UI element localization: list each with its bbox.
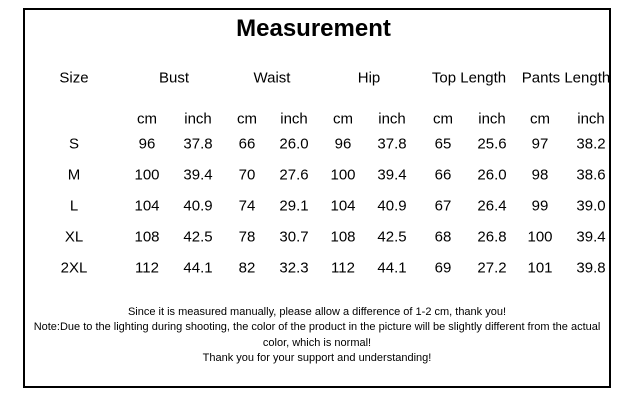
unit-header: cm — [137, 110, 157, 128]
size-label: M — [67, 166, 81, 184]
unit-header: inch — [280, 110, 308, 128]
unit-header: inch — [184, 110, 212, 128]
unit-header: cm — [237, 110, 257, 128]
table-cell: 44.1 — [377, 259, 407, 277]
table-cell: 39.4 — [183, 166, 213, 184]
table-cell: 44.1 — [183, 259, 213, 277]
table-cell: 39.8 — [576, 259, 606, 277]
table-cell: 97 — [531, 135, 549, 153]
size-label: S — [68, 135, 80, 153]
table-cell: 67 — [434, 197, 452, 215]
table-cell: 101 — [527, 259, 553, 277]
group-header: Hip — [357, 69, 381, 87]
table-cell: 112 — [135, 259, 159, 277]
group-header: Bust — [158, 69, 190, 87]
table-cell: 39.4 — [576, 228, 606, 246]
table-cell: 26.0 — [279, 135, 309, 153]
table-cell: 100 — [330, 166, 356, 184]
table-cell: 65 — [434, 135, 452, 153]
table-cell: 30.7 — [279, 228, 309, 246]
unit-header: inch — [478, 110, 506, 128]
chart-border — [23, 8, 611, 388]
note-measurement: Since it is measured manually, please al… — [127, 306, 507, 318]
notes: Since it is measured manually, please al… — [23, 305, 611, 366]
table-cell: 99 — [531, 197, 549, 215]
table-cell: 66 — [434, 166, 452, 184]
table-cell: 39.0 — [576, 197, 606, 215]
size-header: Size — [59, 69, 89, 87]
table-cell: 42.5 — [183, 228, 213, 246]
table-cell: 32.3 — [279, 259, 309, 277]
table-cell: 70 — [238, 166, 256, 184]
unit-header: cm — [433, 110, 453, 128]
table-cell: 39.4 — [377, 166, 407, 184]
table-cell: 112 — [331, 259, 355, 277]
table-cell: 37.8 — [377, 135, 407, 153]
table-cell: 40.9 — [183, 197, 213, 215]
table-cell: 26.8 — [477, 228, 507, 246]
size-label: 2XL — [60, 259, 88, 277]
table-cell: 78 — [238, 228, 256, 246]
table-cell: 104 — [134, 197, 160, 215]
size-label: L — [69, 197, 79, 215]
table-cell: 29.1 — [279, 197, 309, 215]
table-cell: 26.0 — [477, 166, 507, 184]
table-cell: 69 — [434, 259, 452, 277]
unit-header: cm — [530, 110, 550, 128]
table-cell: 82 — [238, 259, 256, 277]
table-cell: 104 — [330, 197, 356, 215]
note-thanks: Thank you for your support and understan… — [202, 351, 432, 364]
table-cell: 38.2 — [576, 135, 606, 153]
group-header: Top Length — [431, 69, 507, 87]
table-cell: 74 — [238, 197, 256, 215]
table-cell: 38.6 — [576, 166, 606, 184]
table-cell: 108 — [134, 228, 160, 246]
size-label: XL — [64, 228, 84, 246]
table-cell: 108 — [330, 228, 356, 246]
table-cell: 98 — [531, 166, 549, 184]
table-cell: 27.2 — [477, 259, 507, 277]
table-cell: 68 — [434, 228, 452, 246]
note-color: Note:Due to the lighting during shooting… — [33, 321, 601, 349]
unit-header: inch — [378, 110, 406, 128]
table-cell: 96 — [138, 135, 156, 153]
table-cell: 40.9 — [377, 197, 407, 215]
table-cell: 25.6 — [477, 135, 507, 153]
group-header: Waist — [253, 69, 291, 87]
table-cell: 96 — [334, 135, 352, 153]
page-title: Measurement — [236, 15, 391, 42]
table-cell: 100 — [134, 166, 160, 184]
table-cell: 37.8 — [183, 135, 213, 153]
table-cell: 42.5 — [377, 228, 407, 246]
unit-header: cm — [333, 110, 353, 128]
group-header: Pants Length — [521, 69, 611, 87]
unit-header: inch — [577, 110, 605, 128]
table-cell: 100 — [527, 228, 553, 246]
table-cell: 26.4 — [477, 197, 507, 215]
table-cell: 27.6 — [279, 166, 309, 184]
table-cell: 66 — [238, 135, 256, 153]
